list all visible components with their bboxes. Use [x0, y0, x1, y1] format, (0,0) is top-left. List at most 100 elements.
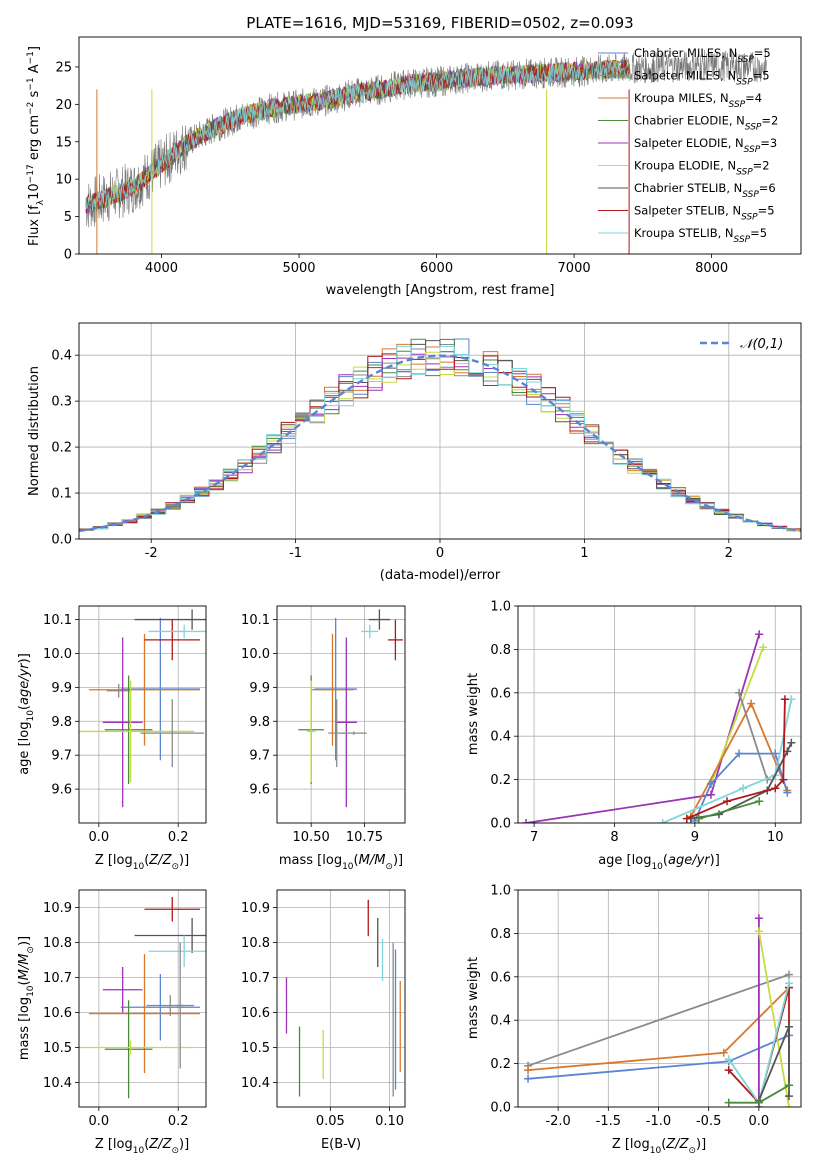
weight-marker — [784, 1092, 793, 1101]
weight-marker — [755, 630, 764, 639]
weight-marker — [779, 775, 788, 784]
legend-label-3: Chabrier ELODIE, NSSP=2 — [634, 114, 778, 133]
weight-marker — [724, 1055, 733, 1064]
x-tick-label: 4000 — [145, 261, 178, 276]
weight-marker — [755, 797, 764, 806]
y-tick-label: 10.9 — [43, 901, 72, 916]
x-axis-label: age [log10(age/yr)] — [598, 853, 720, 872]
y-tick-label: 0.6 — [490, 970, 511, 985]
y-tick-label: 9.6 — [249, 783, 270, 798]
y-tick-label: 0.2 — [490, 773, 511, 788]
y-tick-label: 10.0 — [43, 647, 72, 662]
weight-marker — [682, 814, 691, 823]
weight-marker — [754, 1098, 763, 1107]
x-tick-label: 6000 — [420, 261, 453, 276]
x-tick-label: -2.0 — [545, 1114, 570, 1129]
y-tick-label: 10.0 — [241, 647, 270, 662]
figure-title: PLATE=1616, MJD=53169, FIBERID=0502, z=0… — [246, 14, 633, 32]
x-tick-label: -1.5 — [596, 1114, 621, 1129]
y-tick-label: 0.4 — [490, 1014, 511, 1029]
x-tick-label: 8000 — [695, 261, 728, 276]
axes-residuals: -2 -1 0 1 2 0.0 0.1 0.2 0.3 0.4 — [51, 322, 802, 561]
axes-frame — [78, 889, 207, 1108]
weight-line-3 — [738, 692, 769, 780]
y-tick-label: 10.1 — [241, 613, 270, 628]
x-tick-label: 10.50 — [293, 830, 330, 845]
plot-area-age_vs_mass — [298, 609, 403, 808]
y-tick-label: 10 — [55, 173, 72, 188]
legend-label-6: Chabrier STELIB, NSSP=6 — [634, 181, 776, 200]
y-tick-label: 10.6 — [241, 1006, 270, 1021]
weight-marker — [735, 749, 744, 758]
weight-marker — [784, 1022, 793, 1031]
axes-frame — [276, 889, 406, 1108]
y-tick-label: 0.1 — [51, 487, 72, 502]
weight-marker — [735, 688, 744, 697]
y-axis-label: age [log10(age/yr)] — [17, 653, 36, 775]
y-tick-label: 0.2 — [51, 441, 72, 456]
y-tick-label: 10.7 — [43, 971, 72, 986]
weight-marker — [524, 1074, 533, 1083]
gaussian-curve — [79, 354, 801, 533]
y-tick-label: 10.8 — [241, 936, 270, 951]
x-axis-label: mass [log10(M/M⊙)] — [279, 853, 403, 872]
y-tick-label: 0.3 — [51, 395, 72, 410]
weight-line-2 — [690, 701, 789, 817]
legend-label-5: Kroupa ELODIE, NSSP=2 — [634, 159, 770, 178]
y-tick-label: 5 — [64, 210, 72, 225]
axes-mass_vs_Z: 0.0 0.2 10.4 10.5 10.6 10.7 10.8 10.9 — [43, 889, 207, 1129]
weight-marker — [783, 788, 792, 797]
axes-spectrum: 4000 5000 6000 7000 8000 0 5 10 15 20 25 — [55, 36, 802, 276]
y-tick-label: 9.7 — [249, 749, 270, 764]
x-tick-label: 0.10 — [375, 1114, 404, 1129]
plot-area-spectrum — [85, 49, 767, 254]
weight-marker — [754, 927, 763, 936]
y-tick-label: 10.5 — [43, 1041, 72, 1056]
x-tick-label: 8 — [610, 830, 618, 845]
y-tick-label: 9.7 — [51, 749, 72, 764]
weight-marker — [754, 914, 763, 923]
legend-label-8: Kroupa STELIB, NSSP=5 — [634, 226, 767, 245]
legend-label-4: Salpeter ELODIE, NSSP=3 — [634, 136, 777, 155]
axes-frame — [78, 36, 802, 255]
y-tick-label: 0.0 — [490, 817, 511, 832]
y-tick-label: 10.9 — [241, 901, 270, 916]
y-tick-label: 0.8 — [490, 643, 511, 658]
axes-frame — [78, 322, 802, 540]
x-tick-label: 2 — [725, 546, 733, 561]
x-tick-label: 0 — [436, 546, 444, 561]
x-tick-label: 7 — [530, 830, 538, 845]
x-axis-label: (data-model)/error — [380, 568, 501, 583]
y-tick-label: 9.8 — [51, 715, 72, 730]
y-tick-label: 0.0 — [51, 533, 72, 548]
y-tick-label: 0 — [64, 248, 72, 263]
legend-gaussian-label: 𝒩(0,1) — [740, 337, 783, 352]
x-tick-label: 0.2 — [168, 830, 189, 845]
x-tick-label: 0.05 — [316, 1114, 345, 1129]
histogram-5 — [79, 351, 801, 532]
axes-weight_vs_age: 7 8 9 10 0.0 0.2 0.4 0.6 0.8 1.0 — [490, 600, 802, 845]
model-spectrum-8 — [85, 60, 630, 211]
axes-mass_vs_ebv: 0.05 0.10 10.4 10.5 10.6 10.7 10.8 10.9 — [241, 889, 406, 1129]
plot-area-weight_vs_Z — [524, 914, 793, 1107]
axes-weight_vs_Z: -2.0 -1.5 -1.0 -0.5 0.0 0.0 0.2 0.4 0.6 0.8 1.0 — [490, 884, 802, 1129]
y-axis-label: mass weight — [466, 957, 481, 1039]
y-tick-label: 10.5 — [241, 1041, 270, 1056]
weight-line-8 — [698, 800, 760, 820]
weight-marker — [784, 1081, 793, 1090]
weight-line-0 — [525, 633, 761, 823]
y-tick-label: 0.4 — [51, 349, 72, 364]
x-tick-label: -2 — [145, 546, 158, 561]
weight-marker — [747, 699, 756, 708]
x-tick-label: 5000 — [282, 261, 315, 276]
axes-age_vs_Z: 0.0 0.2 9.6 9.7 9.8 9.9 10.0 10.1 — [43, 605, 207, 845]
x-tick-label: -1.0 — [646, 1114, 671, 1129]
weight-marker — [694, 814, 703, 823]
plot-area-mass_vs_Z — [79, 897, 206, 1099]
weight-line-4 — [758, 931, 790, 1107]
weight-marker — [706, 779, 715, 788]
x-tick-label: 0.0 — [89, 1114, 110, 1129]
weight-marker — [739, 784, 748, 793]
y-tick-label: 15 — [55, 135, 72, 150]
